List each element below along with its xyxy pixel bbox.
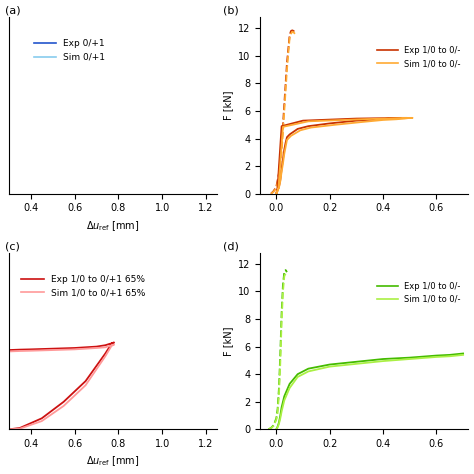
Text: (d): (d) <box>223 241 239 251</box>
Text: (a): (a) <box>5 5 20 16</box>
X-axis label: $\Delta u_{\rm ref}$ [mm]: $\Delta u_{\rm ref}$ [mm] <box>86 219 140 233</box>
Y-axis label: F [kN]: F [kN] <box>223 91 233 120</box>
Text: (c): (c) <box>5 241 19 251</box>
X-axis label: $\Delta u_{\rm ref}$ [mm]: $\Delta u_{\rm ref}$ [mm] <box>86 455 140 468</box>
Legend: Exp 1/0 to 0/+1 65%, Sim 1/0 to 0/+1 65%: Exp 1/0 to 0/+1 65%, Sim 1/0 to 0/+1 65% <box>18 272 149 301</box>
Legend: Exp 1/0 to 0/-, Sim 1/0 to 0/-: Exp 1/0 to 0/-, Sim 1/0 to 0/- <box>374 278 464 307</box>
Legend: Exp 0/+1, Sim 0/+1: Exp 0/+1, Sim 0/+1 <box>30 36 109 65</box>
Legend: Exp 1/0 to 0/-, Sim 1/0 to 0/-: Exp 1/0 to 0/-, Sim 1/0 to 0/- <box>374 43 464 72</box>
Text: (b): (b) <box>223 5 238 16</box>
Y-axis label: F [kN]: F [kN] <box>223 326 233 356</box>
